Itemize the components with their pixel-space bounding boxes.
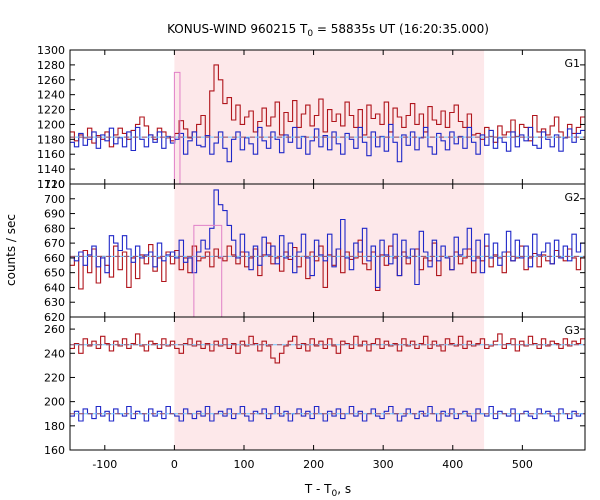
y-tick-label: 710 <box>44 178 65 191</box>
y-tick-label: 1160 <box>37 148 65 161</box>
x-tick-label: -100 <box>92 458 117 471</box>
series-line-blue <box>70 189 585 288</box>
y-tick-label: 680 <box>44 222 65 235</box>
x-tick-label: 100 <box>233 458 254 471</box>
y-tick-label: 1240 <box>37 89 65 102</box>
panel-frame <box>69 316 586 451</box>
y-tick-label: 1120 <box>37 178 65 191</box>
y-tick-label: 160 <box>44 444 65 457</box>
y-tick-label: 1280 <box>37 59 65 72</box>
y-tick-label: 260 <box>44 323 65 336</box>
x-tick-label: 200 <box>303 458 324 471</box>
title-rest: = 58835s UT (16:20:35.000) <box>313 22 489 36</box>
y-tick-label: 640 <box>44 281 65 294</box>
y-axis-label: counts / sec <box>4 214 18 286</box>
panel-label: G1 <box>564 57 580 70</box>
title-subscript: 0 <box>307 29 313 39</box>
series-line-blue <box>70 405 585 422</box>
chart-title: KONUS-WIND 960215 T0 = 58835s UT (16:20:… <box>167 22 489 39</box>
xlabel-main: T - T <box>304 482 332 496</box>
y-tick-label: 1260 <box>37 74 65 87</box>
y-tick-label: 240 <box>44 347 65 360</box>
y-tick-label: 200 <box>44 396 65 409</box>
x-axis-label: T - T0, s <box>304 482 351 499</box>
y-tick-label: 670 <box>44 237 65 250</box>
y-tick-label: 1200 <box>37 118 65 131</box>
y-tick-label: 690 <box>44 208 65 221</box>
y-tick-label: 180 <box>44 420 65 433</box>
y-tick-label: 1140 <box>37 163 65 176</box>
shaded-interval <box>174 184 485 317</box>
y-tick-label: 700 <box>44 193 65 206</box>
peak-interval-box <box>193 224 223 317</box>
shaded-interval <box>174 50 485 184</box>
panel-label: G3 <box>564 324 580 337</box>
y-tick-label: 650 <box>44 267 65 280</box>
series-line-blue <box>70 123 585 163</box>
x-tick-label: 500 <box>512 458 533 471</box>
y-tick-label: 660 <box>44 252 65 265</box>
title-main: KONUS-WIND 960215 T <box>167 22 308 36</box>
y-tick-label: 630 <box>44 296 65 309</box>
panel-g3: 160 180 200 220 240 260 G3 <box>44 316 586 457</box>
x-tick-label: 400 <box>442 458 463 471</box>
xlabel-rest: , s <box>337 482 351 496</box>
peak-interval-box <box>173 71 181 184</box>
shaded-interval <box>174 317 485 450</box>
y-tick-label: 220 <box>44 371 65 384</box>
y-tick-label: 620 <box>44 311 65 324</box>
y-tick-label: 1300 <box>37 44 65 57</box>
y-tick-label: 1220 <box>37 104 65 117</box>
x-tick-label: 300 <box>373 458 394 471</box>
y-tick-label: 1180 <box>37 133 65 146</box>
panel-label: G2 <box>564 191 580 204</box>
x-tick-label: 0 <box>171 458 178 471</box>
xlabel-subscript: 0 <box>332 489 338 499</box>
svg-text:KONUS-WIND 960215 T0 = 58835s: KONUS-WIND 960215 T0 = 58835s UT (16:20:… <box>167 22 489 39</box>
